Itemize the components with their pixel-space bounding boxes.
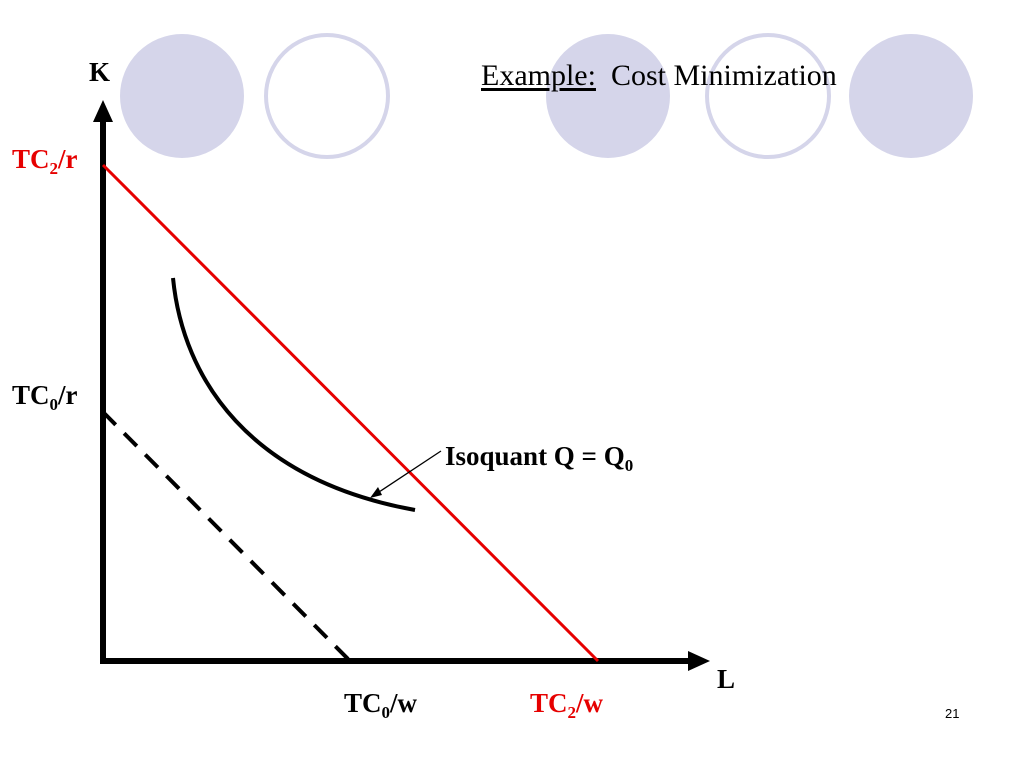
page-number: 21 [945, 706, 960, 721]
isocost-line-tc0-dashed [101, 410, 352, 663]
slide-title: Example: Cost Minimization [481, 61, 837, 91]
tc0-w-tail: /w [390, 688, 418, 718]
tc0-r-tail: /r [58, 380, 78, 410]
slide-title-text: Cost Minimization [610, 59, 837, 92]
tc2-w-main: TC [530, 688, 568, 718]
tc0-r-label: TC0/r [12, 380, 78, 414]
tc0-r-sub: 0 [49, 395, 59, 414]
tc0-r-main: TC [12, 380, 50, 410]
isoquant-label-sub: 0 [624, 456, 634, 475]
decor-circle-filled-2 [546, 34, 670, 158]
slide-title-prefix: Example: [481, 59, 596, 92]
tc0-w-main: TC [344, 688, 382, 718]
tc2-r-tail: /r [58, 144, 78, 174]
tc0-w-sub: 0 [381, 703, 391, 722]
decor-circle-outline-1 [264, 33, 390, 159]
isoquant-label-main: Isoquant Q = Q [445, 441, 625, 471]
tc2-w-sub: 2 [567, 703, 577, 722]
decor-circle-filled-3 [849, 34, 973, 158]
l-axis-arrowhead [688, 651, 710, 671]
decor-circle-outline-2 [705, 33, 831, 159]
tc2-r-main: TC [12, 144, 50, 174]
tc2-w-tail: /w [576, 688, 604, 718]
l-axis-label: L [717, 664, 736, 694]
tc0-w-label: TC0/w [344, 688, 418, 722]
tc2-r-label: TC2/r [12, 144, 78, 178]
decor-circle-filled-1 [120, 34, 244, 158]
isocost-line-tc2 [101, 163, 600, 663]
isoquant-pointer-arrowhead [370, 487, 382, 498]
isoquant-label: Isoquant Q = Q0 [445, 441, 633, 475]
tc2-r-sub: 2 [49, 159, 59, 178]
isoquant-pointer-line [375, 450, 442, 495]
isoquant-curve [171, 277, 416, 512]
tc2-w-label: TC2/w [530, 688, 604, 722]
k-axis-arrowhead [93, 100, 113, 122]
k-axis-label: K [89, 57, 111, 87]
